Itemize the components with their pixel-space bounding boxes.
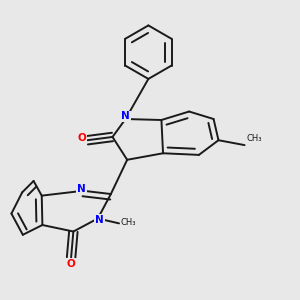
Text: N: N (121, 111, 130, 122)
Text: O: O (67, 259, 76, 269)
Text: N: N (77, 184, 86, 194)
Text: O: O (77, 133, 86, 142)
Text: N: N (95, 215, 104, 225)
Text: CH₃: CH₃ (121, 218, 136, 227)
Text: CH₃: CH₃ (246, 134, 262, 143)
